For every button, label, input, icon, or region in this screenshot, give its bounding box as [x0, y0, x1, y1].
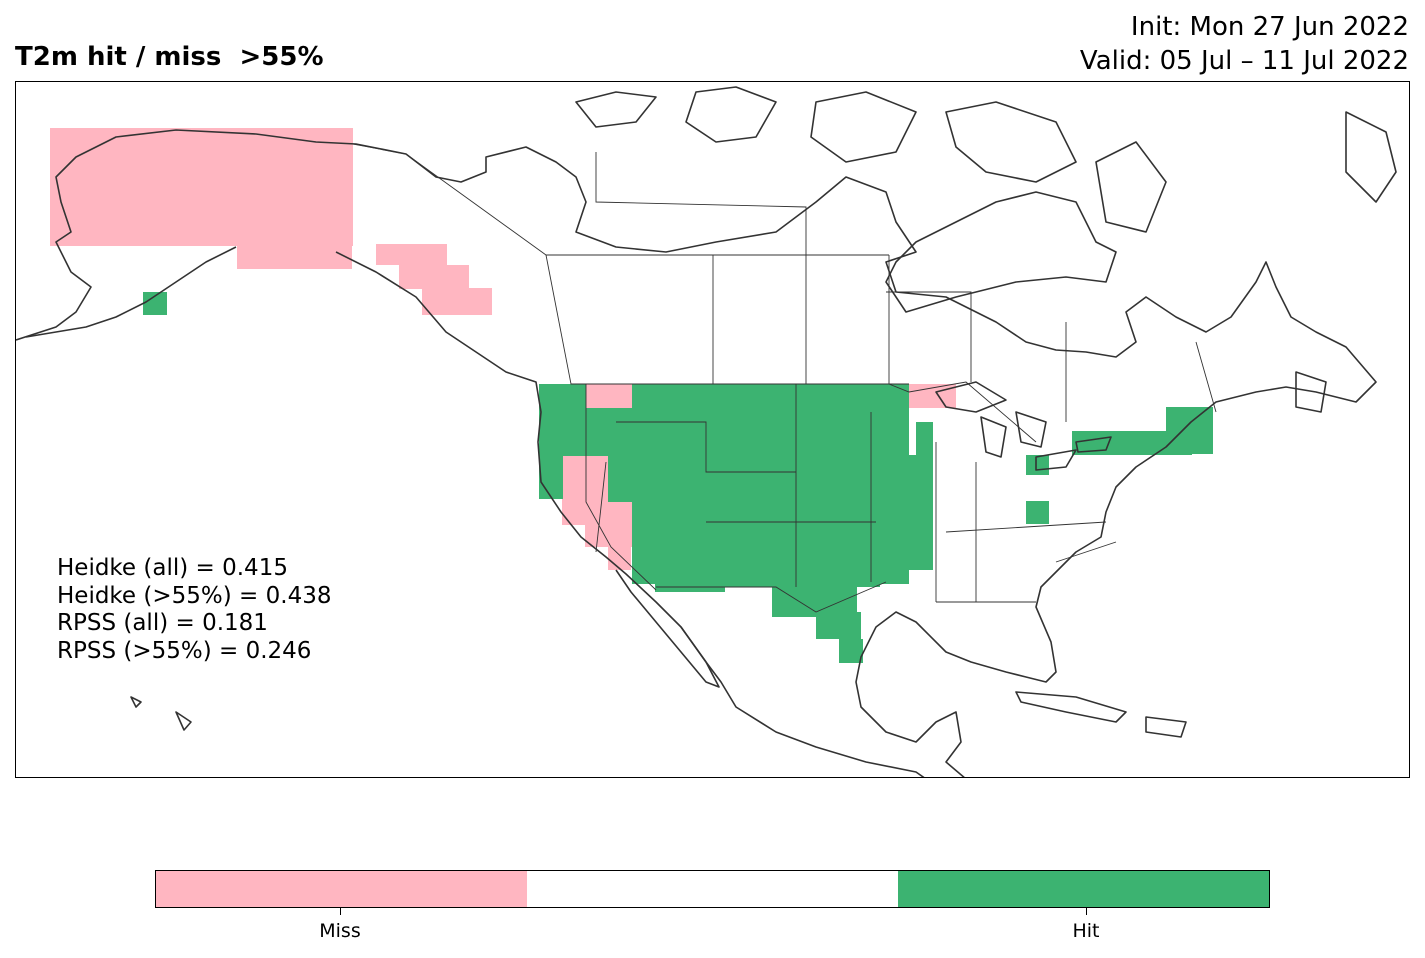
border-line	[886, 291, 972, 382]
valid-range: Valid: 05 Jul – 11 Jul 2022	[1079, 46, 1409, 76]
border-line	[545, 254, 909, 385]
hit-cell	[725, 547, 880, 587]
border-line	[888, 381, 1037, 443]
colorbar	[155, 870, 1270, 908]
rpss-all: RPSS (all) = 0.181	[57, 610, 268, 636]
skill-scores: Heidke (all) = 0.415 Heidke (>55%) = 0.4…	[57, 555, 331, 665]
border-line	[1195, 341, 1217, 413]
coastline	[335, 251, 925, 777]
miss-cell	[608, 547, 631, 570]
coastline	[945, 101, 1077, 183]
coastline	[1075, 436, 1112, 453]
rpss-55: RPSS (>55%) = 0.246	[57, 637, 312, 664]
miss-cell	[50, 128, 353, 246]
border-line	[352, 143, 407, 155]
colorbar-label-hit: Hit	[1072, 920, 1100, 942]
miss-cell	[237, 245, 352, 269]
miss-cell	[585, 384, 632, 408]
colorbar-label-miss: Miss	[319, 920, 361, 942]
border-line	[595, 461, 607, 553]
miss-cell	[562, 502, 585, 525]
heidke-all: Heidke (all) = 0.415	[57, 555, 288, 581]
hit-cell	[539, 384, 586, 408]
map-canvas	[16, 86, 1397, 777]
coastline	[1015, 691, 1127, 723]
border-line	[595, 152, 807, 384]
colorbar-neutral-segment	[527, 871, 898, 907]
coastline	[1015, 411, 1047, 448]
coastline	[1095, 141, 1167, 233]
coastline	[1295, 371, 1327, 413]
coastline	[685, 86, 777, 143]
coastline	[1035, 449, 1077, 471]
border-line	[1055, 541, 1117, 563]
coastline	[175, 711, 192, 731]
hit-cell	[1142, 431, 1192, 455]
border-line	[616, 421, 796, 473]
colorbar-hit-segment	[898, 871, 1269, 907]
colorbar-tick-hit	[1086, 908, 1087, 915]
coastline	[615, 569, 720, 688]
colorbar-miss-segment	[156, 871, 527, 907]
hit-cell	[916, 422, 933, 462]
hit-cell	[143, 292, 167, 315]
init-date: Init: Mon 27 Jun 2022	[1130, 12, 1409, 42]
hit-cell	[839, 639, 863, 663]
coastline	[25, 246, 237, 338]
coastline	[130, 696, 142, 708]
coastline	[810, 91, 917, 163]
miss-cell	[376, 244, 447, 265]
coastline	[885, 191, 1117, 313]
hit-cell	[1026, 501, 1049, 524]
hit-cell	[1026, 455, 1049, 475]
border-line	[585, 384, 657, 591]
border-line	[656, 581, 887, 613]
coastline	[1345, 111, 1397, 203]
coastline	[980, 416, 1007, 458]
map-panel	[15, 81, 1410, 778]
forecast-dates: Init: Mon 27 Jun 2022 Valid: 05 Jul – 11…	[1080, 10, 1409, 78]
miss-cell	[50, 215, 77, 245]
miss-cell	[399, 265, 469, 289]
hit-cell	[816, 612, 861, 639]
miss-cells	[50, 128, 956, 570]
hit-cells	[143, 292, 1213, 663]
miss-cell	[422, 288, 492, 315]
political-borders	[352, 143, 1217, 613]
hit-cell	[893, 455, 933, 570]
heidke-55: Heidke (>55%) = 0.438	[57, 582, 332, 609]
coastline	[575, 91, 657, 128]
coastline	[935, 381, 1007, 413]
border-line	[945, 521, 1107, 533]
coastline	[1145, 716, 1187, 738]
map-title: T2m hit / miss >55%	[15, 42, 324, 72]
colorbar-tick-miss	[340, 908, 341, 915]
hit-cell	[655, 547, 725, 592]
border-line	[405, 153, 889, 256]
